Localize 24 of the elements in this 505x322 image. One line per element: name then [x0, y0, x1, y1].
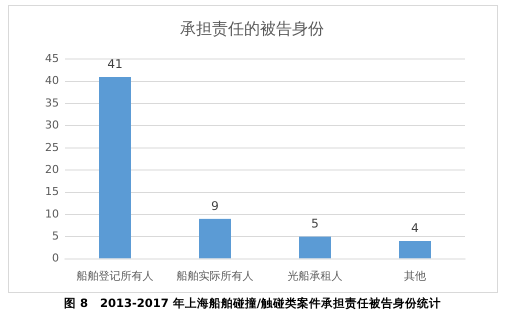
y-tick-label: 20	[44, 162, 59, 176]
x-tick-label: 光船承租人	[288, 269, 342, 282]
bar	[199, 218, 231, 258]
data-label: 4	[411, 221, 419, 236]
y-tick-label: 35	[44, 96, 59, 110]
y-tick-label: 40	[44, 74, 59, 88]
bar	[99, 76, 131, 258]
x-tick-label: 船舶登记所有人	[76, 269, 154, 282]
y-tick-label: 5	[52, 229, 59, 242]
bar	[299, 236, 331, 258]
y-tick-label: 30	[44, 118, 59, 132]
y-tick-label: 10	[44, 207, 59, 220]
x-tick-label: 船舶实际所有人	[176, 269, 254, 282]
y-tick-label: 45	[44, 52, 59, 66]
data-label: 41	[107, 57, 123, 72]
y-tick-label: 15	[44, 185, 59, 198]
chart-title: 承担责任的被告身份	[180, 18, 324, 38]
y-tick-label: 0	[52, 252, 59, 265]
data-label: 5	[311, 216, 319, 231]
y-tick-label: 25	[44, 140, 59, 154]
caption: 图 8 2013-2017 年上海船舶碰撞/触碰类案件承担责任被告身份统计	[63, 296, 442, 311]
data-label: 9	[211, 199, 219, 214]
bar	[399, 241, 431, 258]
x-tick-label: 其他	[404, 269, 426, 282]
